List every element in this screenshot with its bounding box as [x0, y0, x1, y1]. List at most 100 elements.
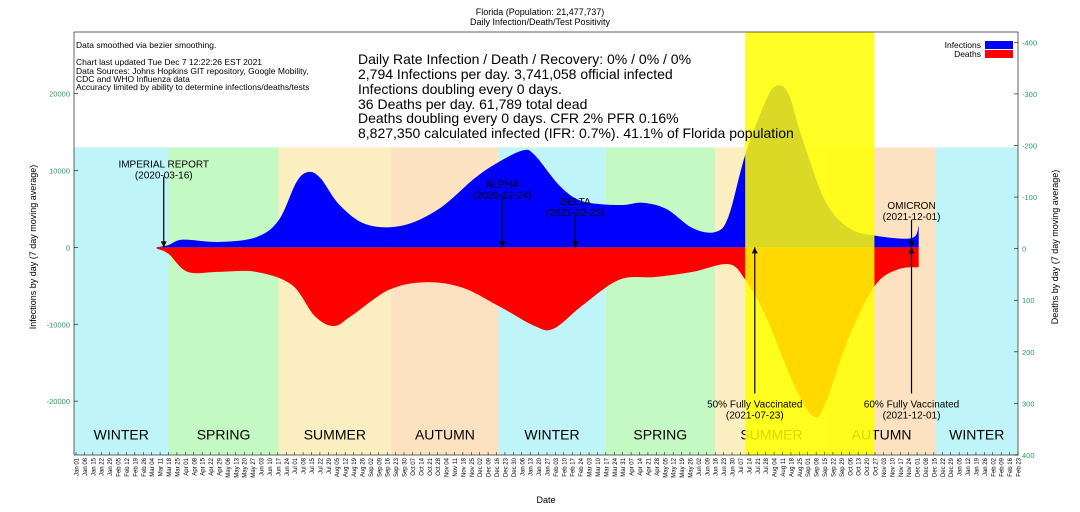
- x-tick-label: Dec 22: [941, 457, 947, 477]
- legend-swatch-infections: [985, 41, 1013, 49]
- x-tick-label: Nov 17: [899, 457, 905, 477]
- x-tick-label: Mar 31: [621, 457, 627, 476]
- x-tick-label: May 12: [672, 457, 678, 477]
- season-band: [74, 147, 169, 455]
- x-tick-label: Apr 07: [630, 457, 636, 475]
- x-tick-label: May 20: [243, 457, 249, 477]
- season-label: WINTER: [949, 427, 1004, 443]
- x-tick-label: Oct 27: [874, 457, 880, 475]
- season-label: SUMMER: [304, 427, 366, 443]
- highlight-band: [745, 32, 875, 455]
- chart-title: Florida (Population: 21,477,737): [476, 7, 605, 17]
- season-label: WINTER: [94, 427, 149, 443]
- x-tick-label: Sep 08: [815, 457, 821, 477]
- x-tick-label: Jun 02: [697, 457, 703, 476]
- x-tick-label: Aug 19: [352, 457, 358, 477]
- annotation-arrow-head: [751, 247, 758, 254]
- right-tick-label: 300: [1022, 399, 1035, 408]
- x-tick-label: Feb 05: [117, 457, 123, 476]
- x-tick-label: May 13: [234, 457, 240, 477]
- legend-label-deaths: Deaths: [954, 49, 981, 59]
- x-tick-label: Jul 08: [302, 457, 308, 474]
- y-axis-label-left: Infections by day (7 day moving average): [28, 165, 38, 330]
- x-tick-label: Jan 05: [958, 457, 964, 476]
- x-tick-label: Oct 07: [411, 457, 417, 475]
- x-tick-label: Jan 13: [529, 457, 535, 476]
- annotation-arrow-head: [908, 241, 915, 248]
- note-line: Data smoothed via bezier smoothing.: [76, 40, 216, 50]
- x-tick-label: Jun 24: [285, 457, 291, 476]
- x-tick-label: Jul 01: [293, 457, 299, 474]
- x-tick-label: Feb 19: [133, 457, 139, 476]
- x-tick-label: Jul 28: [764, 457, 770, 474]
- stats-line: Deaths doubling every 0 days. CFR 2% PFR…: [358, 110, 679, 126]
- annotation-label: OMICRON: [887, 201, 935, 212]
- note-line: Data Sources: Johns Hopkins GIT reposito…: [76, 66, 308, 76]
- right-tick-label: -200: [1022, 141, 1037, 150]
- right-tick-label: -300: [1022, 90, 1037, 99]
- season-label: AUTUMN: [415, 427, 475, 443]
- annotation-arrow-head: [908, 247, 915, 254]
- x-tick-label: Jul 21: [756, 457, 762, 474]
- x-tick-label: Aug 11: [781, 457, 787, 476]
- x-tick-label: Sep 30: [403, 457, 409, 477]
- x-tick-label: May 05: [663, 457, 669, 477]
- x-tick-label: Aug 05: [335, 457, 341, 477]
- annotation-arrow-head: [160, 241, 167, 248]
- x-tick-label: Sep 09: [377, 457, 383, 477]
- annotation-date: (2021-02-23): [546, 208, 604, 219]
- x-tick-label: Oct 20: [865, 457, 871, 475]
- x-tick-label: Aug 12: [344, 457, 350, 477]
- y-axis-label-right: Deaths by day (7 day moving average): [1050, 170, 1060, 325]
- x-tick-label: Apr 29: [217, 457, 223, 475]
- season-band: [605, 147, 716, 455]
- right-tick-label: 0: [1022, 245, 1026, 254]
- axes: 20000 10000 0 -10000 -20000 -400 -300 -200 -100 0…: [47, 31, 1037, 478]
- x-tick-label: Feb 10: [562, 457, 568, 476]
- annotation-arrow-head: [572, 241, 579, 248]
- x-tick-label: Feb 26: [142, 457, 148, 476]
- x-tick-label: Feb 17: [571, 457, 577, 476]
- x-tick-label: Jun 17: [276, 457, 282, 476]
- x-tick-label: Apr 15: [201, 457, 207, 475]
- x-tick-label: Dec 09: [487, 457, 493, 477]
- note-line: Accuracy limited by ability to determine…: [76, 82, 309, 92]
- stats-line: Infections doubling every 0 days.: [358, 81, 562, 97]
- x-tick-label: Dec 02: [478, 457, 484, 477]
- x-tick-label: Aug 25: [798, 457, 804, 477]
- legend: Infections Deaths: [945, 40, 1013, 59]
- right-tick-label: 400: [1022, 451, 1035, 460]
- annotation-date: (2020-03-16): [135, 170, 193, 181]
- x-tick-label: Oct 14: [419, 457, 425, 475]
- right-tick-label: 100: [1022, 296, 1035, 305]
- x-tick-label: Mar 03: [588, 457, 594, 476]
- x-tick-label: Sep 23: [394, 457, 400, 477]
- x-tick-label: Oct 06: [848, 457, 854, 475]
- x-tick-label: Apr 28: [655, 457, 661, 475]
- left-tick-label: -20000: [47, 397, 70, 406]
- left-tick-label: 20000: [49, 90, 70, 99]
- x-tick-label: Jan 15: [91, 457, 97, 476]
- annotation-label: IMPERIAL REPORT: [118, 159, 209, 170]
- annotation-label: 60% Fully Vaccinated: [864, 399, 959, 410]
- x-tick-label: Jun 23: [722, 457, 728, 476]
- x-tick-label: Jul 15: [310, 457, 316, 474]
- x-tick-label: Sep 29: [840, 457, 846, 477]
- x-tick-label: Mar 10: [596, 457, 602, 476]
- right-tick-label: -100: [1022, 193, 1037, 202]
- x-tick-label: Jun 09: [705, 457, 711, 476]
- x-tick-label: Mar 11: [159, 457, 165, 476]
- x-tick-label: Feb 02: [991, 457, 997, 476]
- x-tick-label: Dec 29: [949, 457, 955, 477]
- x-tick-label: Feb 09: [1000, 457, 1006, 476]
- x-tick-label: Apr 01: [184, 457, 190, 475]
- highlight-rect: [745, 32, 875, 455]
- x-tick-label: Dec 01: [916, 457, 922, 477]
- x-tick-label: Apr 14: [638, 457, 644, 475]
- x-tick-label: Apr 21: [646, 457, 652, 475]
- left-tick-label: 0: [66, 243, 70, 252]
- x-tick-label: Jul 22: [318, 457, 324, 474]
- x-tick-label: Feb 23: [1017, 457, 1023, 476]
- x-tick-label: Jan 27: [546, 457, 552, 476]
